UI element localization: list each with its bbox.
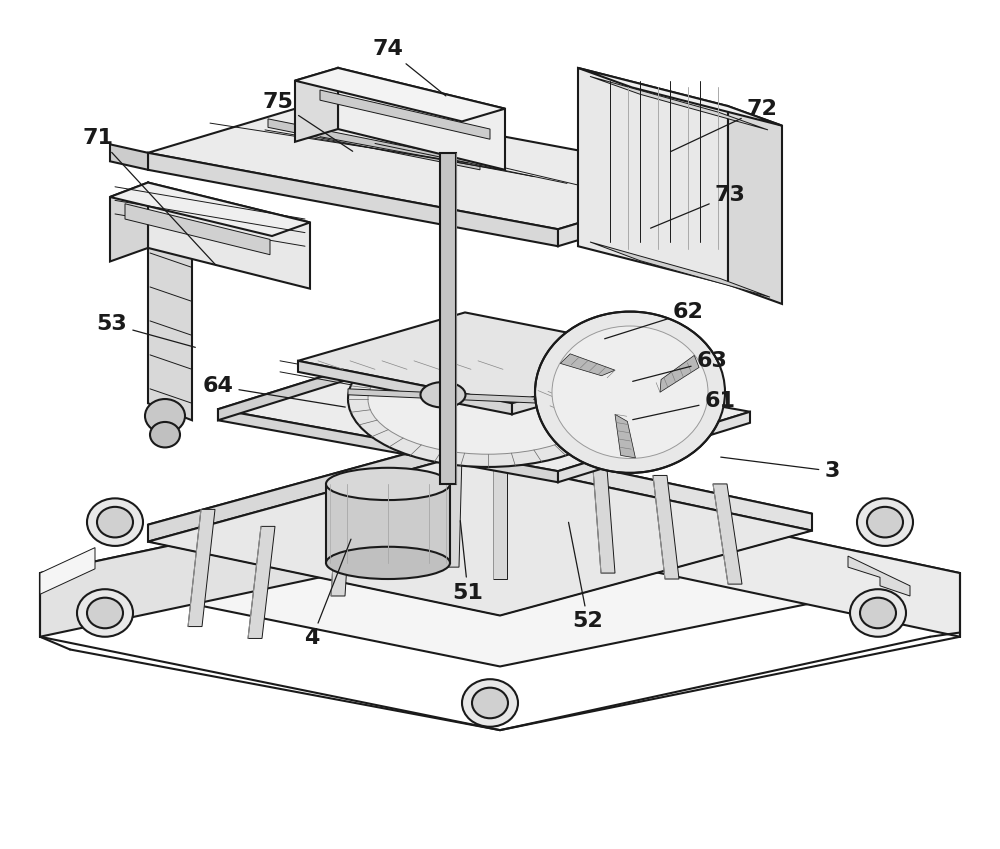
- Polygon shape: [148, 153, 558, 246]
- Circle shape: [150, 422, 180, 447]
- Polygon shape: [40, 475, 960, 666]
- Polygon shape: [148, 439, 812, 599]
- Polygon shape: [148, 238, 192, 420]
- Circle shape: [552, 326, 708, 458]
- Polygon shape: [110, 225, 192, 255]
- Circle shape: [77, 589, 133, 637]
- Polygon shape: [493, 467, 507, 579]
- Polygon shape: [653, 475, 679, 579]
- Polygon shape: [218, 409, 558, 482]
- Polygon shape: [560, 354, 615, 376]
- Circle shape: [472, 688, 508, 718]
- Text: 71: 71: [82, 127, 216, 266]
- Polygon shape: [590, 242, 770, 297]
- Polygon shape: [110, 144, 148, 170]
- Text: 51: 51: [453, 520, 483, 603]
- Polygon shape: [660, 356, 699, 392]
- Polygon shape: [512, 355, 680, 414]
- Circle shape: [850, 589, 906, 637]
- Circle shape: [97, 507, 133, 537]
- Ellipse shape: [348, 331, 628, 467]
- Polygon shape: [500, 475, 960, 637]
- Circle shape: [860, 598, 896, 628]
- Polygon shape: [148, 439, 460, 542]
- Polygon shape: [248, 526, 275, 638]
- Polygon shape: [338, 68, 505, 170]
- Polygon shape: [593, 469, 615, 573]
- Polygon shape: [440, 153, 456, 484]
- Text: 72: 72: [671, 98, 777, 152]
- Polygon shape: [558, 412, 750, 482]
- Circle shape: [535, 312, 725, 473]
- Polygon shape: [110, 183, 310, 236]
- Polygon shape: [615, 414, 635, 458]
- Text: 3: 3: [721, 457, 840, 481]
- Polygon shape: [295, 68, 505, 121]
- Circle shape: [867, 507, 903, 537]
- Circle shape: [857, 498, 913, 546]
- Polygon shape: [848, 556, 910, 596]
- Circle shape: [145, 399, 185, 433]
- Polygon shape: [218, 350, 408, 420]
- Polygon shape: [460, 439, 812, 531]
- Polygon shape: [268, 119, 480, 170]
- Polygon shape: [125, 204, 270, 255]
- Text: 61: 61: [633, 391, 736, 419]
- Polygon shape: [558, 178, 728, 246]
- Polygon shape: [295, 68, 338, 142]
- Polygon shape: [445, 454, 462, 567]
- Text: 75: 75: [263, 92, 353, 151]
- Polygon shape: [298, 312, 680, 403]
- Circle shape: [462, 679, 518, 727]
- Text: 74: 74: [373, 39, 446, 96]
- Text: 63: 63: [633, 351, 727, 381]
- Text: 52: 52: [569, 522, 603, 632]
- Polygon shape: [188, 509, 215, 627]
- Polygon shape: [40, 475, 500, 637]
- Polygon shape: [148, 456, 812, 616]
- Circle shape: [87, 498, 143, 546]
- Text: 53: 53: [97, 314, 195, 347]
- Polygon shape: [218, 350, 750, 471]
- Ellipse shape: [326, 547, 450, 579]
- Polygon shape: [148, 183, 310, 289]
- Text: 62: 62: [605, 302, 703, 339]
- Polygon shape: [728, 106, 782, 304]
- Text: 73: 73: [651, 185, 745, 228]
- Ellipse shape: [420, 382, 466, 408]
- Text: 4: 4: [304, 539, 351, 649]
- Polygon shape: [320, 90, 490, 139]
- Polygon shape: [348, 389, 638, 408]
- Polygon shape: [590, 76, 768, 130]
- Polygon shape: [713, 484, 742, 584]
- Polygon shape: [148, 102, 728, 229]
- Polygon shape: [535, 389, 612, 423]
- Polygon shape: [298, 361, 512, 414]
- Polygon shape: [110, 183, 148, 261]
- Ellipse shape: [368, 344, 608, 454]
- Ellipse shape: [326, 468, 450, 500]
- Polygon shape: [331, 484, 352, 596]
- Circle shape: [87, 598, 123, 628]
- Text: 64: 64: [203, 376, 345, 407]
- Polygon shape: [548, 404, 625, 439]
- Polygon shape: [326, 484, 450, 563]
- Polygon shape: [578, 68, 728, 284]
- Polygon shape: [578, 68, 782, 126]
- Polygon shape: [40, 548, 95, 594]
